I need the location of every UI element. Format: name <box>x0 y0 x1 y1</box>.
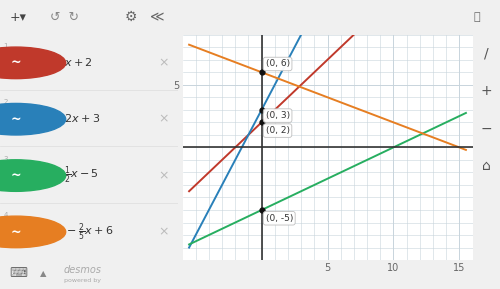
Text: ×: × <box>158 56 168 69</box>
Text: ⚙: ⚙ <box>125 10 138 24</box>
Text: powered by: powered by <box>64 278 101 283</box>
Text: +▾: +▾ <box>10 11 27 24</box>
Text: 🔧: 🔧 <box>474 12 480 22</box>
Circle shape <box>0 47 66 79</box>
Text: 4: 4 <box>4 212 8 218</box>
Text: (0, -5): (0, -5) <box>266 214 293 223</box>
Text: /: / <box>484 47 488 60</box>
Text: ~: ~ <box>10 113 22 126</box>
Text: ⌂: ⌂ <box>482 159 490 173</box>
Text: ~: ~ <box>10 56 22 69</box>
Text: ~: ~ <box>10 169 22 182</box>
Text: (0, 3): (0, 3) <box>266 111 289 120</box>
Text: ≪: ≪ <box>150 10 164 24</box>
Text: ⌨: ⌨ <box>9 267 27 279</box>
Text: ×: × <box>158 225 168 238</box>
Circle shape <box>0 216 66 248</box>
Circle shape <box>0 160 66 191</box>
Text: 1: 1 <box>4 43 8 49</box>
Text: ~: ~ <box>10 225 22 238</box>
Circle shape <box>0 103 66 135</box>
Text: 2: 2 <box>4 99 8 105</box>
Text: −: − <box>480 122 492 136</box>
Text: (0, 2): (0, 2) <box>266 126 289 135</box>
Text: ×: × <box>158 113 168 126</box>
Text: ↺  ↻: ↺ ↻ <box>50 11 79 24</box>
Text: $y_d = -\frac{2}{5}x + 6$: $y_d = -\frac{2}{5}x + 6$ <box>39 221 114 243</box>
Text: $y_a = x + 2$: $y_a = x + 2$ <box>39 56 93 70</box>
Text: +: + <box>480 84 492 98</box>
Text: ×: × <box>158 169 168 182</box>
Text: ▲: ▲ <box>40 268 46 278</box>
Text: $y_c = \frac{1}{2}x - 5$: $y_c = \frac{1}{2}x - 5$ <box>39 165 98 186</box>
Text: (0, 6): (0, 6) <box>266 60 289 68</box>
Text: desmos: desmos <box>64 265 102 275</box>
Text: $y_b = 2x + 3$: $y_b = 2x + 3$ <box>39 112 100 126</box>
Text: 3: 3 <box>4 156 8 162</box>
